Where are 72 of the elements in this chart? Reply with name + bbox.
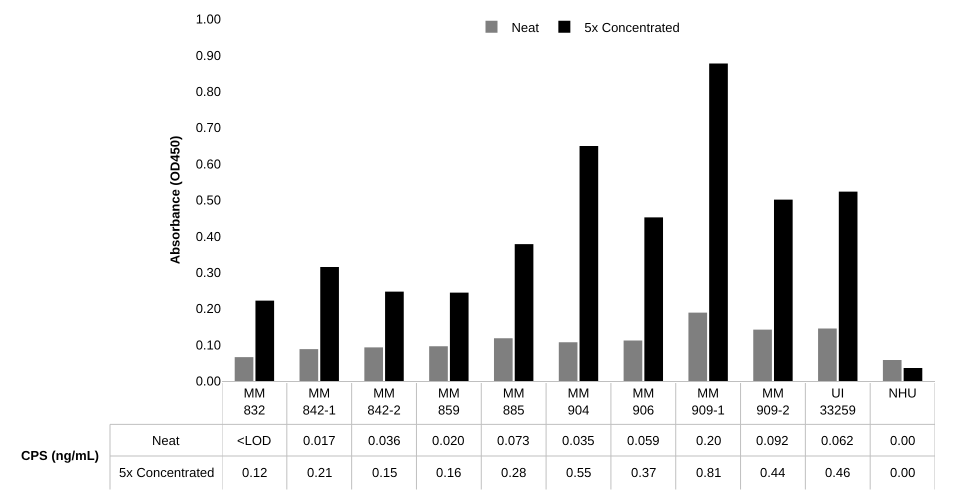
bar: [882, 360, 902, 381]
bar: [709, 64, 728, 381]
bar: [320, 266, 339, 381]
text: 0.12: [242, 465, 268, 480]
text: 0.20: [696, 433, 722, 448]
y-tick-label: 0.60: [196, 156, 221, 172]
text: 0.28: [501, 465, 526, 480]
x-tick-label: MM 909-1: [692, 386, 725, 418]
bar: [234, 357, 254, 381]
y-tick-label: 0.90: [196, 48, 221, 63]
y-tick-label: 0.00: [196, 374, 221, 389]
bar: [255, 300, 274, 381]
x-tick-label: MM 909-2: [756, 386, 790, 418]
bar: [494, 338, 513, 381]
text: 0.00: [890, 465, 916, 480]
bar: [838, 192, 858, 381]
text: 0.035: [562, 433, 595, 448]
bar: [300, 349, 318, 381]
bar: [558, 342, 578, 381]
text: 0.017: [303, 433, 336, 448]
text: 0.073: [497, 433, 530, 448]
x-tick-label: MM 832: [244, 386, 266, 418]
x-tick-label: NHU: [888, 386, 917, 401]
x-tick-label: MM 859: [438, 386, 460, 418]
text: 0.036: [368, 433, 401, 448]
bar: [688, 312, 708, 381]
text: 0.37: [631, 465, 656, 480]
y-tick-label: 0.10: [196, 337, 221, 352]
bar: [580, 146, 598, 381]
y-tick-label: 0.20: [196, 301, 221, 316]
text: 0.16: [436, 465, 462, 480]
text: 0.15: [372, 465, 398, 480]
y-tick-label: 0.50: [196, 192, 221, 208]
x-tick-label: MM 885: [502, 386, 525, 418]
text: 0.059: [627, 433, 660, 448]
x-tick-label: MM 904: [568, 386, 590, 418]
text: 0.44: [760, 465, 786, 480]
text: 0.020: [432, 433, 465, 448]
text: 0.55: [566, 465, 592, 480]
bar: [450, 292, 469, 381]
bar: [385, 292, 404, 381]
bar: [644, 217, 664, 381]
text: 0.81: [696, 465, 722, 480]
x-tick-label: MM 842-2: [367, 386, 401, 418]
text: CPS (ng/mL): [21, 448, 99, 463]
text: 0.00: [890, 433, 916, 448]
x-tick-label: MM 842-1: [302, 386, 336, 418]
text: Neat: [152, 433, 180, 448]
text: 0.092: [756, 433, 789, 448]
bar: [364, 347, 384, 381]
text: 5x Concentrated: [119, 465, 214, 480]
y-tick-label: 0.70: [196, 120, 221, 136]
text: 0.062: [821, 433, 854, 448]
bar: [904, 368, 922, 381]
legend-label: 5x Concentrated: [584, 20, 680, 35]
legend-label: Neat: [512, 20, 540, 35]
y-tick-label: 1.00: [196, 12, 221, 27]
text: 0.46: [825, 465, 850, 480]
bar: [514, 244, 534, 381]
bar: [753, 330, 772, 381]
text: 0.21: [307, 465, 332, 480]
bar: [624, 340, 642, 381]
y-axis-title: Absorbance (OD450): [168, 136, 183, 264]
bar: [429, 346, 448, 381]
bar: [818, 328, 837, 381]
x-tick-label: UI 33259: [820, 386, 856, 418]
y-tick-label: 0.80: [196, 84, 221, 99]
bar: [774, 200, 793, 381]
y-tick-label: 0.40: [196, 228, 221, 244]
x-tick-label: MM 906: [632, 386, 654, 418]
y-tick-label: 0.30: [196, 264, 221, 280]
text: <LOD: [237, 433, 272, 448]
